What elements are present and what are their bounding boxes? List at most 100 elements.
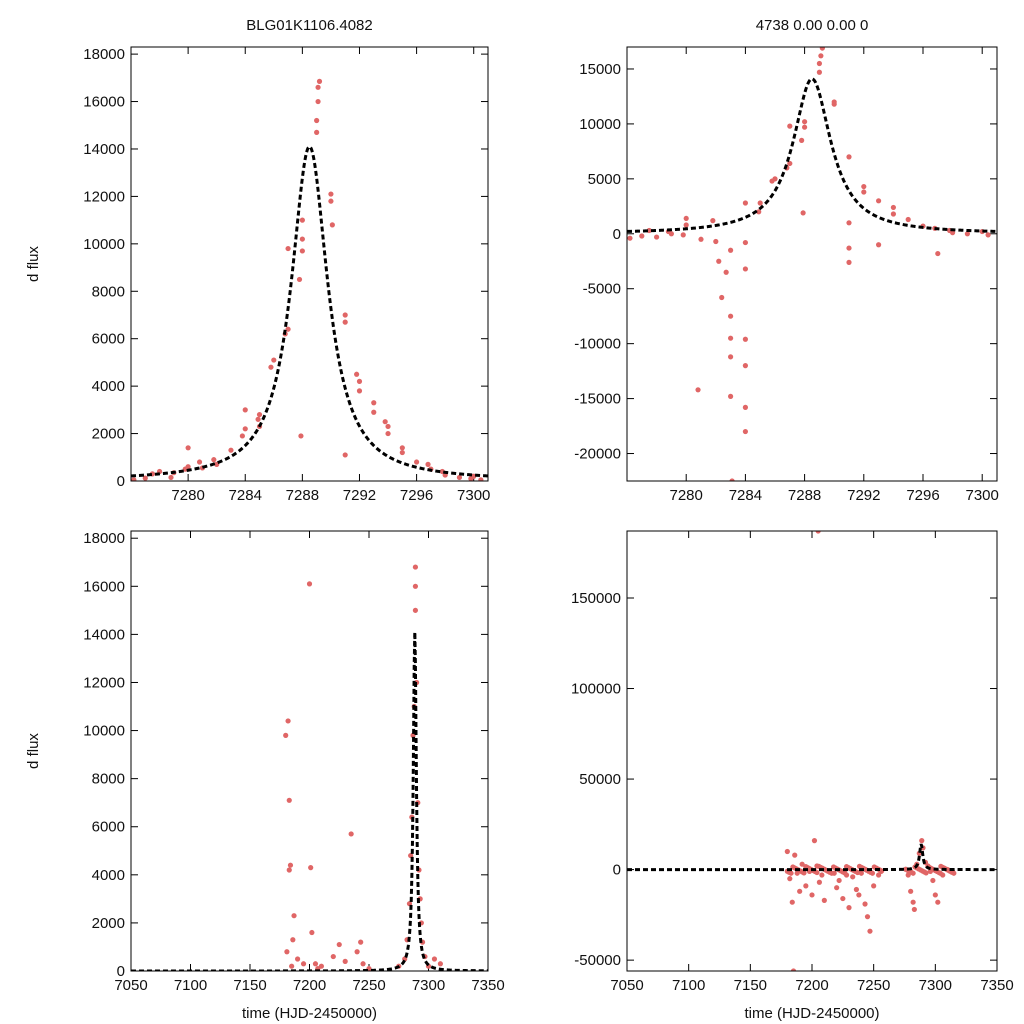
model-curve — [131, 144, 488, 478]
data-point — [425, 461, 431, 467]
model-curve — [627, 843, 997, 872]
data-point — [908, 888, 914, 894]
data-point — [356, 378, 363, 384]
data-point — [853, 886, 860, 893]
y-tick-label: -15000 — [574, 391, 621, 408]
data-point — [923, 870, 929, 876]
data-point — [855, 869, 861, 876]
x-tick-label: 7280 — [171, 487, 204, 504]
data-point — [846, 259, 852, 265]
panel-1: 7280 7284 7288 7292 7296 7300 0 2000 4000 6000 800… — [25, 17, 490, 504]
data-point — [932, 892, 938, 898]
data-point — [869, 870, 876, 876]
data-point — [710, 218, 716, 224]
panel-3: 7050 7100 7150 7200 7250 7300 7350 0 2000 4000 600… — [25, 530, 505, 1022]
y-tick-label: 12000 — [83, 188, 125, 205]
x-tick-label: 7284 — [229, 487, 262, 504]
data-point — [627, 235, 633, 241]
x-tick-label: 7250 — [352, 977, 385, 994]
data-point — [283, 732, 289, 738]
data-point — [185, 445, 191, 451]
x-tick-label: 7300 — [457, 487, 490, 504]
data-point — [329, 222, 335, 228]
model-curve — [627, 77, 997, 233]
data-point — [919, 838, 925, 844]
data-point — [728, 313, 734, 319]
y-tick-label: 50000 — [579, 771, 621, 788]
data-point — [811, 838, 818, 844]
y-tick-label: 8000 — [92, 283, 125, 300]
data-point — [306, 581, 313, 587]
data-point — [268, 364, 274, 370]
y-tick-label: 6000 — [92, 819, 125, 836]
data-point — [456, 474, 463, 481]
data-point — [342, 958, 348, 964]
data-point — [312, 961, 319, 967]
data-point — [716, 258, 722, 264]
data-point — [861, 189, 867, 195]
data-point — [816, 60, 823, 67]
data-point — [856, 892, 862, 898]
x-tick-label: 7200 — [293, 977, 326, 994]
data-point — [211, 457, 217, 463]
data-point — [818, 53, 824, 59]
x-tick-label: 7296 — [400, 487, 433, 504]
data-point — [821, 897, 827, 903]
y-tick-label: -20000 — [574, 446, 621, 463]
data-point — [683, 222, 689, 228]
data-point — [142, 475, 148, 481]
data-point — [964, 231, 971, 237]
data-point — [314, 117, 320, 124]
data-point — [742, 404, 749, 410]
x-tick-label: 7150 — [734, 977, 767, 994]
y-tick-label: 8000 — [92, 771, 125, 788]
x-tick-label: 7292 — [343, 487, 376, 504]
data-point — [698, 236, 704, 242]
y-tick-label: 10000 — [83, 723, 125, 740]
data-point — [742, 363, 749, 369]
y-tick-label: 100000 — [571, 681, 621, 698]
data-point — [412, 583, 419, 589]
data-point — [289, 963, 295, 969]
y-tick-label: 150000 — [571, 590, 621, 607]
data-point — [809, 892, 815, 898]
data-point — [299, 236, 305, 242]
data-point — [639, 233, 645, 239]
x-tick-label: 7288 — [788, 487, 821, 504]
y-axis-label: d flux — [25, 733, 42, 769]
data-point — [757, 200, 763, 206]
data-point — [242, 426, 248, 432]
data-point — [287, 862, 294, 868]
data-point — [360, 961, 366, 967]
y-tick-label: 14000 — [83, 626, 125, 643]
data-point — [829, 870, 835, 876]
data-point — [910, 899, 916, 905]
data-point — [713, 238, 719, 245]
data-point — [300, 961, 307, 967]
x-tick-label: 7300 — [966, 487, 999, 504]
model-curve — [131, 631, 488, 971]
data-point — [654, 234, 660, 240]
data-point — [330, 953, 336, 960]
data-point — [861, 183, 867, 190]
data-point — [354, 949, 360, 955]
data-point — [792, 852, 798, 858]
y-tick-label: 0 — [613, 862, 621, 879]
plot-frame — [130, 530, 489, 972]
y-tick-label: 16000 — [83, 94, 125, 111]
y-tick-label: 2000 — [92, 915, 125, 932]
y-tick-label: 16000 — [83, 578, 125, 595]
data-point — [814, 869, 820, 876]
data-point — [414, 459, 420, 465]
y-tick-label: 12000 — [83, 674, 125, 691]
data-point — [862, 901, 868, 907]
x-tick-label: 7280 — [670, 487, 703, 504]
data-point — [935, 250, 941, 257]
data-point — [728, 247, 734, 253]
data-point — [846, 905, 852, 911]
x-tick-label: 7250 — [857, 977, 890, 994]
plot-frame — [626, 46, 998, 482]
data-point — [816, 69, 823, 75]
y-axis-label: d flux — [25, 246, 42, 282]
chart-title: 4738 0.00 0.00 0 — [756, 17, 869, 34]
